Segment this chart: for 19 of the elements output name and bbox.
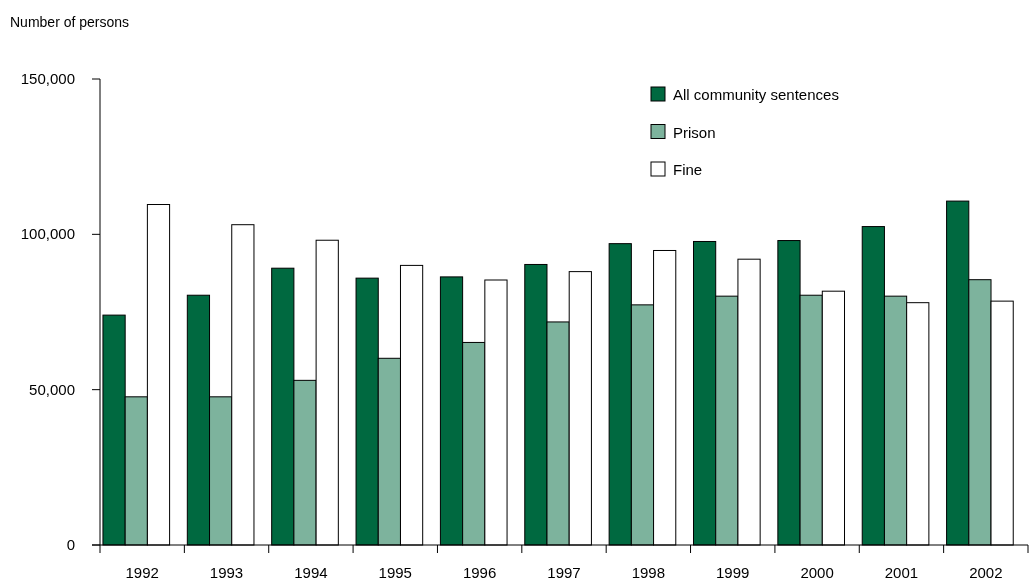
x-tick-label: 1998 (631, 564, 666, 581)
x-tick-label: 2001 (884, 564, 919, 581)
y-tick-label: 50,000 (29, 380, 75, 398)
x-tick-label: 2000 (800, 564, 834, 581)
y-tick-label: 100,000 (20, 225, 75, 243)
y-tick-label: 150,000 (20, 70, 75, 87)
legend-label: All community sentences (673, 86, 839, 103)
legend-label: Fine (673, 161, 703, 178)
x-tick-label: 1996 (462, 564, 497, 581)
x-tick-label: 1993 (209, 564, 244, 581)
x-tick-label: 1994 (294, 564, 328, 581)
y-tick-label: 0 (66, 536, 75, 553)
legend-label: Prison (673, 123, 716, 141)
y-axis-title: Number of persons (10, 14, 130, 30)
x-tick-label: 2002 (969, 564, 1003, 581)
x-tick-label: 1995 (378, 564, 412, 581)
x-tick-label: 1992 (125, 564, 159, 581)
x-tick-label: 1999 (716, 564, 750, 581)
x-tick-label: 1997 (547, 564, 581, 581)
